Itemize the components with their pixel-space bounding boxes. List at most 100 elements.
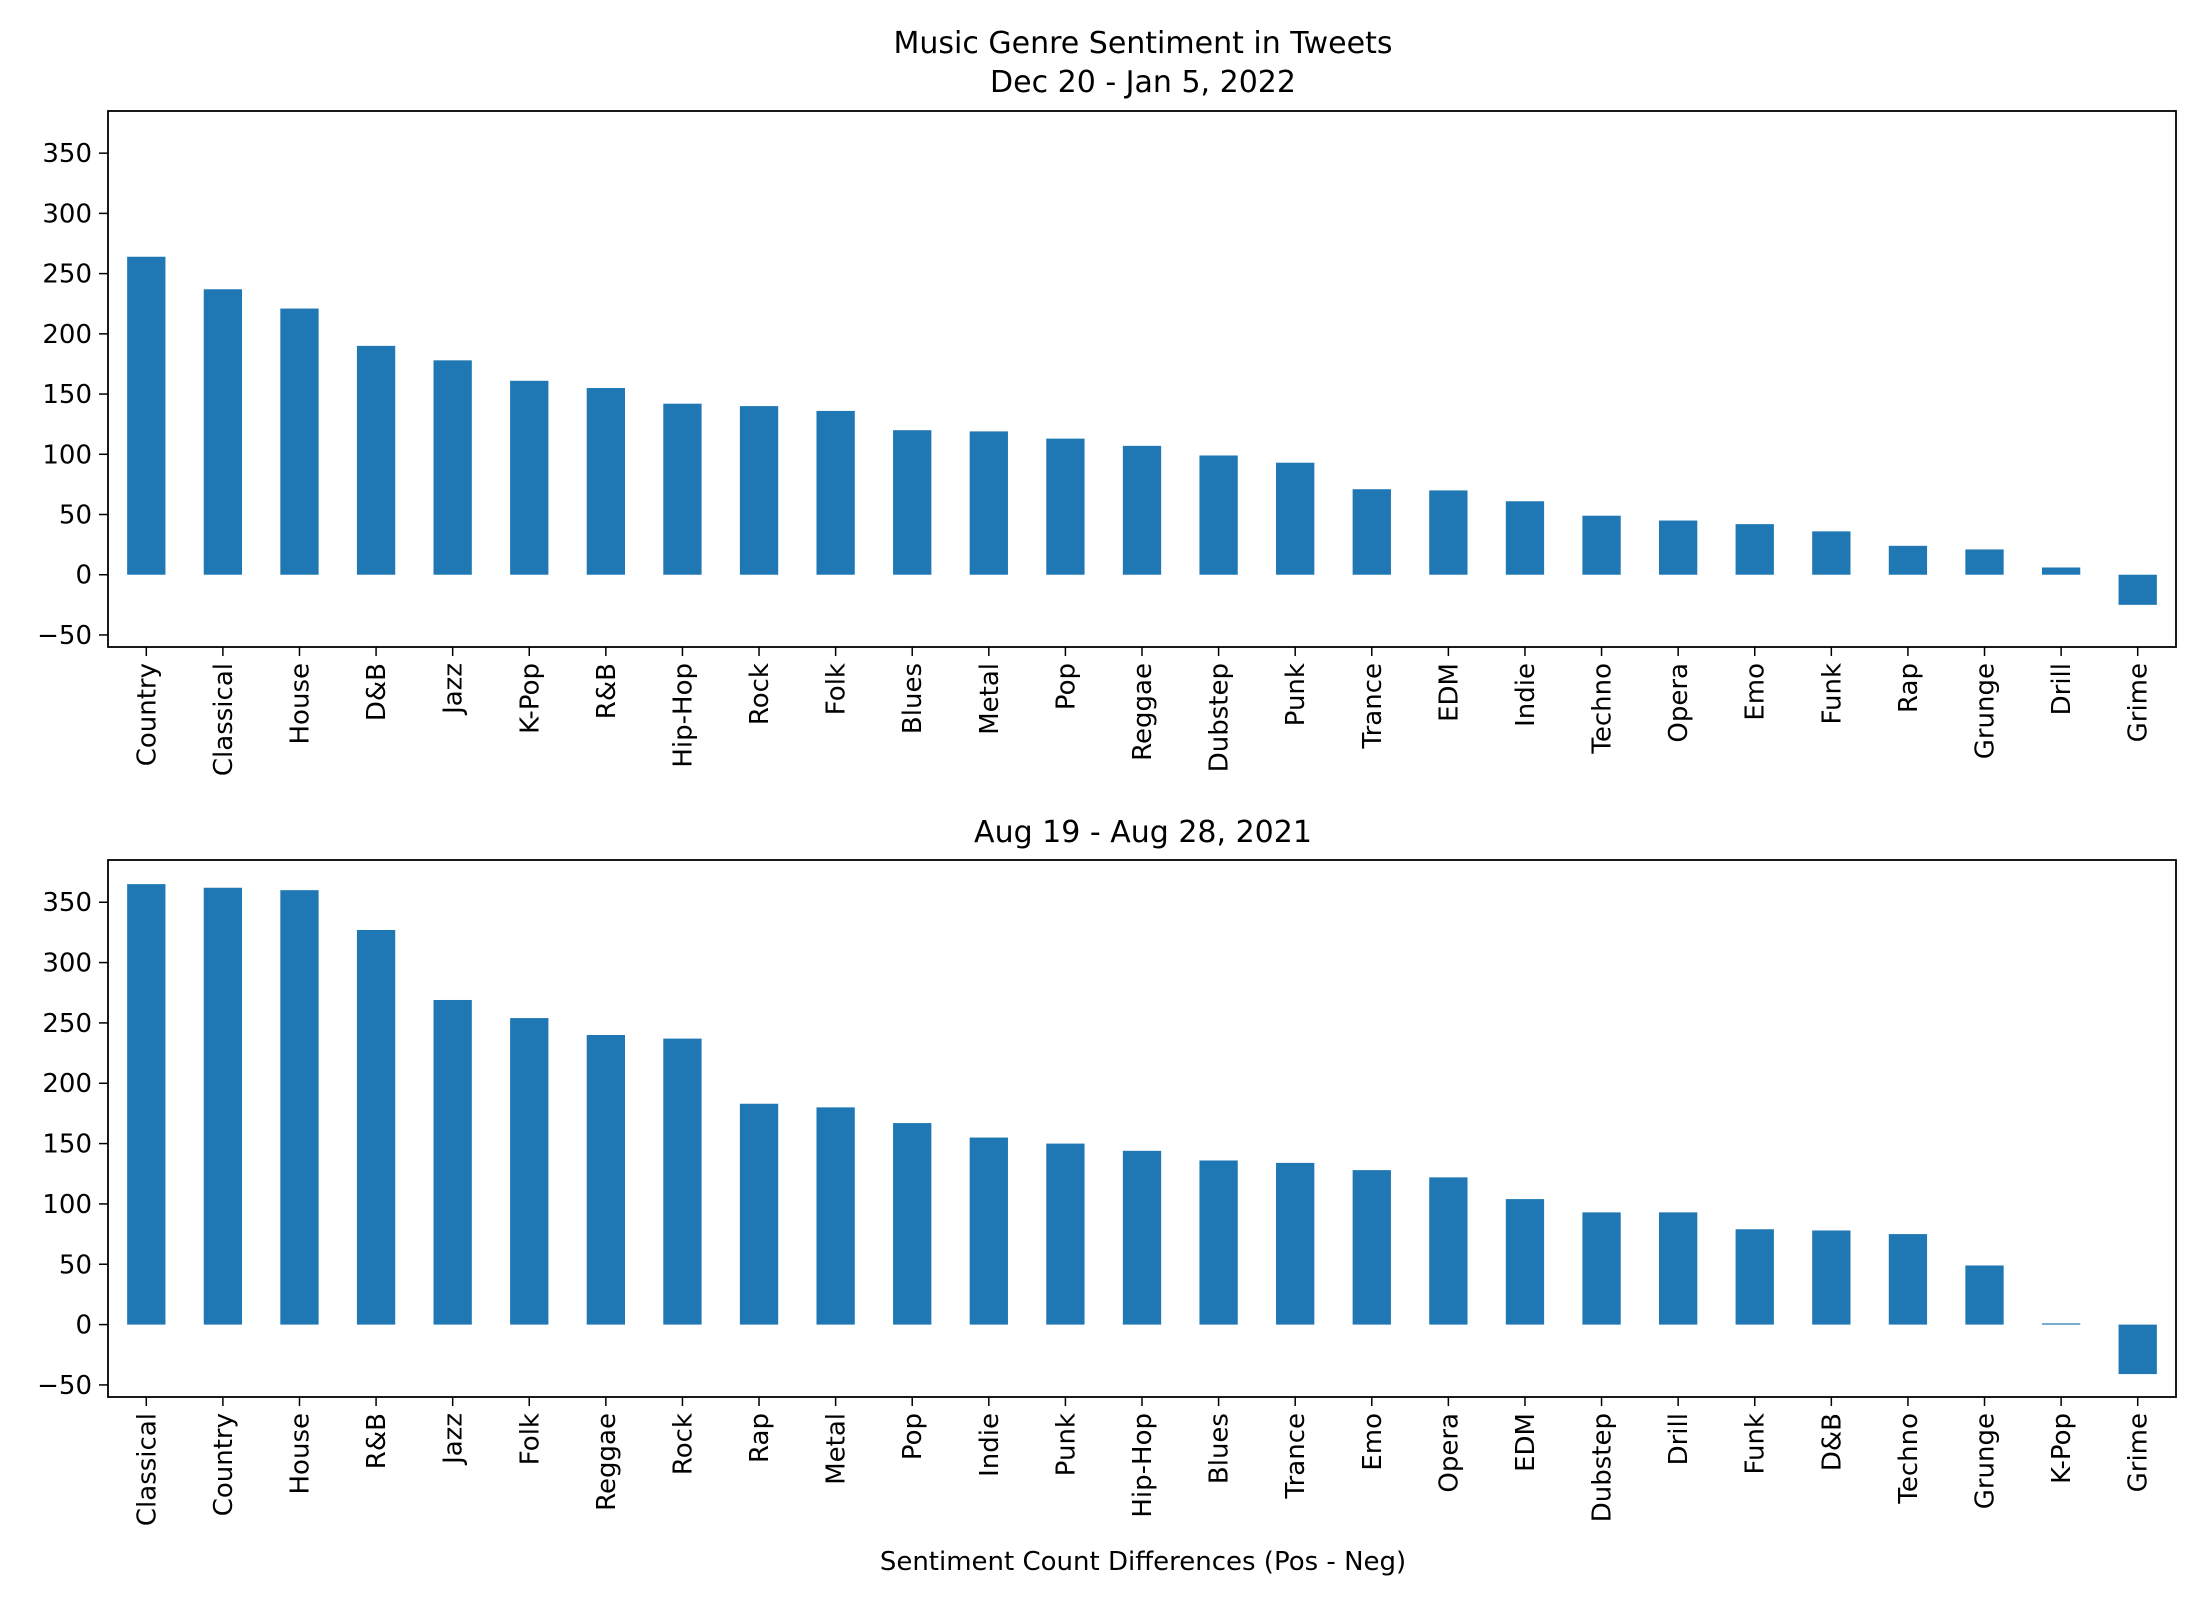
x-tick-label: Pop bbox=[898, 1413, 928, 1460]
y-tick-label: 0 bbox=[75, 561, 92, 591]
y-tick-label: 200 bbox=[42, 1069, 92, 1099]
bar-grunge bbox=[1965, 1265, 2004, 1325]
x-tick-label: D&B bbox=[362, 663, 392, 721]
bar-country bbox=[203, 887, 243, 1325]
bar-indie bbox=[1505, 501, 1545, 575]
x-tick-label: Drill bbox=[2047, 663, 2077, 715]
bar-reggae bbox=[586, 1034, 625, 1325]
y-tick-label: −50 bbox=[37, 1371, 92, 1401]
x-tick-label: D&B bbox=[1817, 1413, 1847, 1471]
bar-grunge bbox=[1965, 549, 2004, 575]
x-tick-label: Funk bbox=[1741, 1413, 1771, 1475]
x-tick-label: Classical bbox=[209, 663, 239, 776]
x-tick-label: Grunge bbox=[1971, 1413, 2001, 1509]
bar-drill bbox=[2041, 567, 2081, 575]
bar-rock bbox=[739, 406, 779, 575]
x-tick-label: Dubstep bbox=[1588, 1413, 1618, 1522]
plot-frame bbox=[107, 110, 2177, 648]
y-tick-label: 100 bbox=[42, 1190, 92, 1220]
bar-reggae bbox=[1122, 445, 1162, 575]
x-tick-label: Punk bbox=[1051, 1413, 1081, 1476]
x-tick-label: Metal bbox=[822, 1413, 852, 1485]
bar-emo bbox=[1352, 1170, 1391, 1325]
chart-2-title: Aug 19 - Aug 28, 2021 bbox=[974, 815, 1312, 850]
bar-pop bbox=[893, 1123, 932, 1325]
x-tick-label: Folk bbox=[822, 663, 852, 715]
x-tick-label: Metal bbox=[975, 663, 1005, 735]
y-tick-label: 350 bbox=[42, 139, 92, 169]
x-tick-label: Hip-Hop bbox=[668, 663, 698, 768]
bar-grime bbox=[2118, 574, 2157, 605]
bar-blues bbox=[893, 430, 932, 575]
bar-jazz bbox=[433, 360, 472, 575]
y-tick-label: 350 bbox=[42, 888, 92, 918]
x-tick-label: Hip-Hop bbox=[1128, 1413, 1158, 1518]
bar-metal bbox=[816, 1107, 855, 1325]
y-tick-label: 50 bbox=[59, 501, 92, 531]
x-tick-label: K-Pop bbox=[515, 663, 545, 734]
x-tick-label: Rock bbox=[668, 1413, 698, 1475]
x-tick-label: Blues bbox=[898, 663, 928, 734]
bar-hip-hop bbox=[663, 403, 702, 575]
x-tick-label: Classical bbox=[132, 1413, 162, 1526]
x-tick-label: Rap bbox=[1894, 663, 1924, 713]
x-tick-label: Emo bbox=[1741, 663, 1771, 721]
y-tick-label: −50 bbox=[37, 621, 92, 651]
x-tick-label: Grime bbox=[2124, 663, 2154, 742]
x-tick-label: Pop bbox=[1051, 663, 1081, 710]
bar-opera bbox=[1659, 520, 1698, 575]
x-axis-label: Sentiment Count Differences (Pos - Neg) bbox=[880, 1547, 1406, 1577]
y-tick-label: 0 bbox=[75, 1311, 92, 1341]
x-tick-label: Indie bbox=[1511, 663, 1541, 727]
x-tick-label: Dubstep bbox=[1205, 663, 1235, 772]
x-tick-label: Drill bbox=[1664, 1413, 1694, 1465]
bar-grime bbox=[2118, 1324, 2157, 1375]
bar-dubstep bbox=[1582, 1212, 1621, 1325]
x-tick-label: Jazz bbox=[439, 1413, 469, 1466]
x-tick-label: R&B bbox=[592, 663, 622, 719]
bar-hip-hop bbox=[1122, 1150, 1162, 1325]
bar-jazz bbox=[433, 999, 472, 1325]
x-tick-label: Punk bbox=[1281, 663, 1311, 726]
x-tick-label: EDM bbox=[1434, 663, 1464, 722]
y-tick-label: 300 bbox=[42, 199, 92, 229]
y-tick-label: 50 bbox=[59, 1250, 92, 1280]
bar-rap bbox=[739, 1103, 779, 1325]
x-tick-label: Reggae bbox=[1128, 663, 1158, 761]
x-tick-label: Trance bbox=[1358, 663, 1388, 749]
x-tick-label: Opera bbox=[1664, 663, 1694, 743]
bar-techno bbox=[1888, 1234, 1928, 1325]
bar-edm bbox=[1505, 1199, 1545, 1325]
x-tick-label: R&B bbox=[362, 1413, 392, 1469]
bar-trance bbox=[1352, 489, 1391, 575]
bar-rock bbox=[663, 1038, 702, 1325]
x-tick-label: Jazz bbox=[439, 663, 469, 716]
x-tick-label: House bbox=[285, 663, 315, 744]
chart-1-title: Dec 20 - Jan 5, 2022 bbox=[990, 65, 1296, 100]
bar-d-b bbox=[1812, 1230, 1851, 1325]
bar-funk bbox=[1812, 531, 1851, 575]
bar-house bbox=[280, 308, 319, 575]
x-tick-label: House bbox=[285, 1413, 315, 1494]
bar-emo bbox=[1735, 524, 1774, 575]
chart-2: Classical Country House R&B Jazz Folk Reggae Ro… bbox=[37, 859, 2177, 1526]
bar-house bbox=[280, 890, 319, 1325]
bar-rap bbox=[1888, 545, 1928, 575]
x-tick-label: Techno bbox=[1588, 663, 1618, 755]
bar-edm bbox=[1429, 490, 1468, 575]
bar-dubstep bbox=[1199, 455, 1238, 575]
x-tick-label: Indie bbox=[975, 1413, 1005, 1477]
x-tick-label: Techno bbox=[1894, 1413, 1924, 1505]
bar-country bbox=[127, 256, 166, 575]
x-tick-label: Folk bbox=[515, 1413, 545, 1465]
x-tick-label: Trance bbox=[1281, 1413, 1311, 1499]
bar-folk bbox=[510, 1018, 549, 1325]
x-tick-label: Rap bbox=[745, 1413, 775, 1463]
x-tick-label: K-Pop bbox=[2047, 1413, 2077, 1484]
x-tick-label: Grunge bbox=[1971, 663, 2001, 759]
bar-r-b bbox=[356, 929, 396, 1325]
bar-metal bbox=[969, 431, 1008, 575]
x-tick-label: Blues bbox=[1205, 1413, 1235, 1484]
bar-punk bbox=[1276, 462, 1315, 575]
